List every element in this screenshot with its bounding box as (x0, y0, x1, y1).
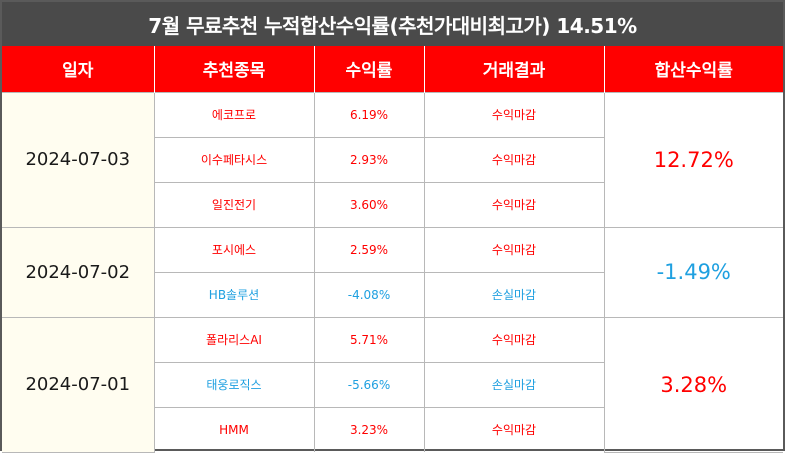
table-row: 태웅로직스 -5.66% 손실마감 (2, 361, 783, 408)
table-row: 2024-07-03 에코프로 6.19% 수익마감 12.72% (2, 91, 783, 228)
table-header-row: 일자 추천종목 수익률 거래결과 합산수익률 (2, 46, 783, 92)
stock-name: 폴라리스AI (153, 316, 315, 363)
trade-result: 손실마감 (423, 271, 605, 318)
trade-result: 수익마감 (423, 91, 605, 138)
trade-result: 수익마감 (423, 181, 605, 228)
header-total: 합산수익률 (604, 46, 783, 92)
table-row: HB솔루션 -4.08% 손실마감 (2, 271, 783, 318)
total-return: 12.72% (603, 91, 783, 228)
table-row: HMM 3.23% 수익마감 (2, 406, 783, 452)
stock-name: 일진전기 (153, 181, 315, 228)
return-value: 6.19% (313, 91, 425, 138)
table-row: 일진전기 3.60% 수익마감 (2, 181, 783, 228)
trade-result: 손실마감 (423, 361, 605, 408)
stock-name: 포시에스 (153, 226, 315, 273)
return-value: 5.71% (313, 316, 425, 363)
return-value: -4.08% (313, 271, 425, 318)
stock-name: 태웅로직스 (153, 361, 315, 408)
return-value: -5.66% (313, 361, 425, 408)
date-cell: 2024-07-02 (2, 226, 155, 318)
recommendation-table: 일자 추천종목 수익률 거래결과 합산수익률 2024-07-03 에코프로 6… (2, 46, 783, 453)
return-value: 3.60% (313, 181, 425, 228)
trade-result: 수익마감 (423, 316, 605, 363)
header-result: 거래결과 (424, 46, 605, 92)
return-value: 3.23% (313, 406, 425, 452)
table-row: 2024-07-02 포시에스 2.59% 수익마감 -1.49% (2, 226, 783, 318)
table-row: 2024-07-01 폴라리스AI 5.71% 수익마감 3.28% (2, 316, 783, 453)
table-row: 이수페타시스 2.93% 수익마감 (2, 136, 783, 183)
return-value: 2.59% (313, 226, 425, 273)
header-return: 수익률 (314, 46, 425, 92)
date-cell: 2024-07-03 (2, 91, 155, 228)
return-value: 2.93% (313, 136, 425, 183)
stock-name: 에코프로 (153, 91, 315, 138)
stock-name: HMM (153, 406, 315, 452)
stock-name: 이수페타시스 (153, 136, 315, 183)
page-title: 7월 무료추천 누적합산수익률(추천가대비최고가) 14.51% (2, 2, 783, 46)
total-return: -1.49% (603, 226, 783, 318)
date-cell: 2024-07-01 (2, 316, 155, 453)
stock-name: HB솔루션 (153, 271, 315, 318)
header-stock: 추천종목 (154, 46, 315, 92)
trade-result: 수익마감 (423, 406, 605, 452)
total-return: 3.28% (603, 316, 783, 453)
header-date: 일자 (2, 46, 155, 92)
trade-result: 수익마감 (423, 136, 605, 183)
trade-result: 수익마감 (423, 226, 605, 273)
